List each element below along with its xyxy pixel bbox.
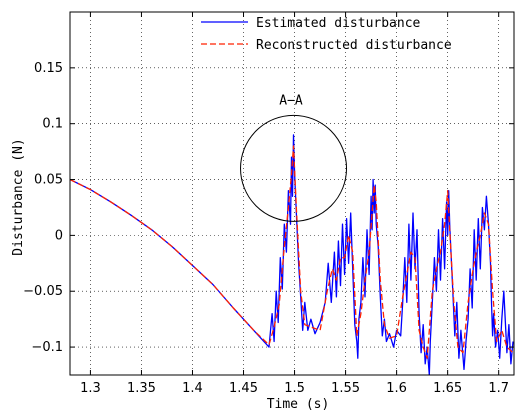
y-axis-label: Disturbance (N)	[11, 138, 26, 255]
y-tick-label: 0.15	[34, 61, 63, 76]
legend: Estimated disturbance Reconstructed dist…	[201, 16, 452, 53]
x-tick-label: 1.4	[182, 381, 203, 396]
y-tick-label: 0.1	[42, 117, 63, 132]
plot-frame	[69, 11, 515, 376]
x-tick-label: 1.6	[386, 381, 407, 396]
x-tick-label: 1.7	[488, 381, 509, 396]
x-tick-label: 1.5	[284, 381, 305, 396]
annotation-label: A−A	[279, 94, 303, 109]
legend-label-estimated: Estimated disturbance	[256, 16, 421, 31]
x-tick-label: 1.35	[127, 381, 156, 396]
circle-marker	[240, 114, 348, 222]
series-line-reconstructed	[70, 145, 514, 359]
x-tick-label: 1.55	[331, 381, 360, 396]
x-tick-label: 1.45	[229, 381, 258, 396]
grid	[70, 12, 514, 375]
series-layer	[70, 134, 514, 375]
y-tick-label: −0.1	[31, 340, 63, 355]
x-tick-label: 1.65	[433, 381, 462, 396]
y-tick-label: −0.05	[23, 284, 63, 299]
x-tick-label: 1.3	[80, 381, 101, 396]
legend-label-reconstructed: Reconstructed disturbance	[256, 38, 452, 53]
y-tick-label: 0	[55, 228, 63, 243]
y-tick-label: 0.05	[34, 173, 63, 188]
ticks: 1.3 1.35 1.4 1.45 1.5 1.55 1.6 1.65 1.7 −0.1 −0.05…	[23, 12, 514, 396]
x-axis-label: Time (s)	[267, 397, 330, 412]
